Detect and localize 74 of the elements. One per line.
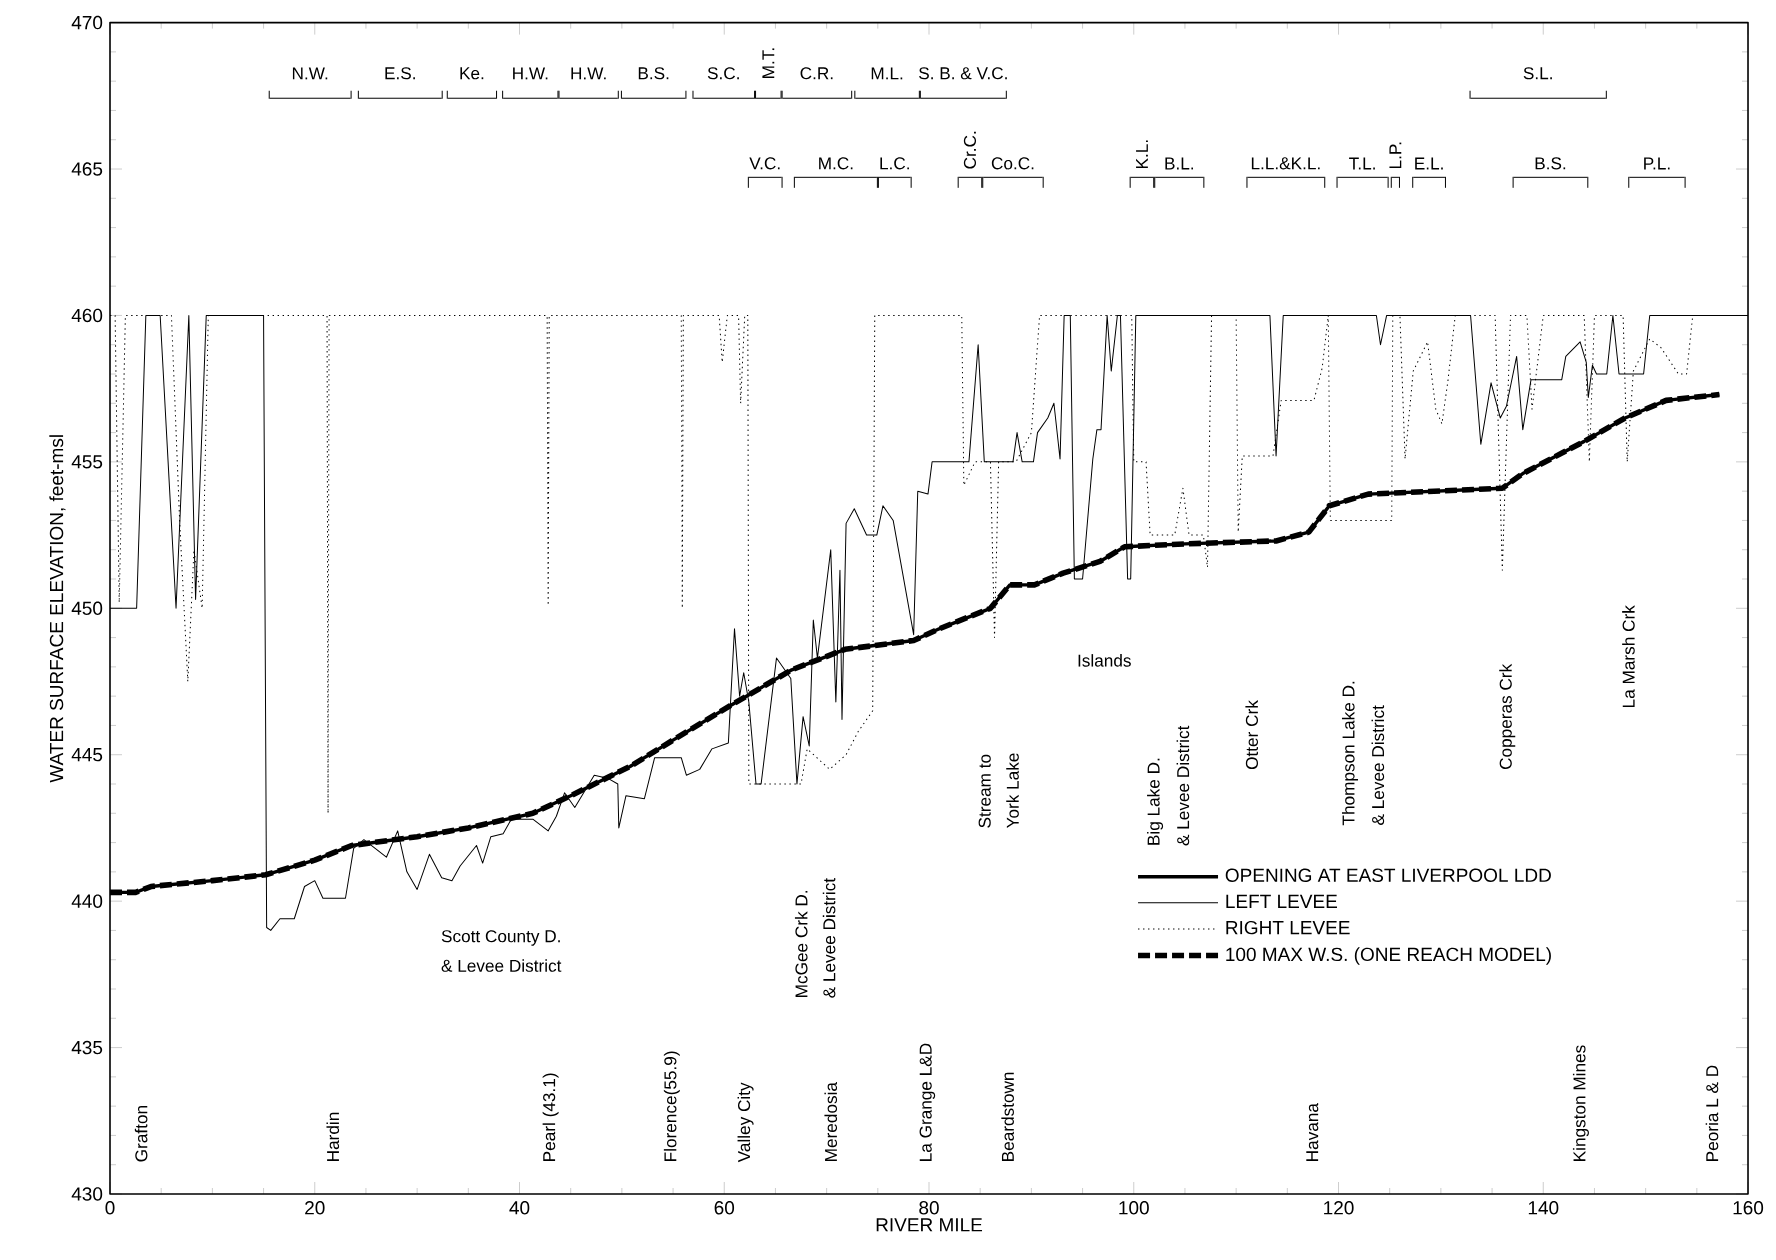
annotation: E.S. bbox=[385, 67, 415, 80]
annotation: M.C. bbox=[819, 157, 853, 170]
y-tick-label: 465 bbox=[71, 162, 103, 176]
annotation: Big Lake D. bbox=[1147, 758, 1164, 845]
annotation: Florence(55.9) bbox=[663, 1051, 680, 1161]
annotation: Meredosia bbox=[824, 1082, 838, 1161]
annotation: Kingston Mines bbox=[1572, 1045, 1589, 1161]
x-tick-label: 100 bbox=[1119, 1201, 1149, 1215]
annotation: Grafton bbox=[134, 1106, 148, 1162]
y-tick-label: 435 bbox=[71, 1040, 103, 1055]
x-tick-label: 20 bbox=[305, 1201, 325, 1215]
annotation: N.W. bbox=[292, 67, 328, 80]
annotation: K.L. bbox=[1136, 140, 1148, 168]
annotation: T.L. bbox=[1349, 157, 1375, 170]
y-tick-label: 430 bbox=[71, 1187, 103, 1201]
x-tick-label: 40 bbox=[509, 1201, 530, 1215]
annotation: L.P. bbox=[1389, 142, 1402, 168]
annotation: S.L. bbox=[1523, 67, 1552, 80]
y-tick-label: 460 bbox=[71, 308, 103, 323]
annotation: Islands bbox=[1078, 654, 1131, 667]
annotation: La Marsh Crk bbox=[1622, 605, 1635, 707]
annotation: C.R. bbox=[800, 67, 833, 80]
annotation: La Grange L&D bbox=[919, 1043, 936, 1161]
annotation: B.L. bbox=[1165, 157, 1194, 170]
annotation: & Levee District bbox=[1371, 705, 1385, 825]
annotation: Cr.C. bbox=[963, 131, 977, 169]
annotation: L.L.&K.L. bbox=[1251, 157, 1320, 170]
y-tick-label: 470 bbox=[71, 15, 103, 30]
annotation: P.L. bbox=[1644, 157, 1670, 170]
x-tick-label: 160 bbox=[1733, 1201, 1764, 1215]
annotation: Pearl (43.1) bbox=[542, 1073, 559, 1161]
y-tick-label: 455 bbox=[71, 455, 103, 469]
annotation: B.S. bbox=[638, 67, 669, 80]
annotation: & Levee District bbox=[822, 878, 836, 998]
annotation: & Levee District bbox=[1176, 725, 1190, 846]
annotation: Hardin bbox=[326, 1112, 340, 1161]
annotation: Beardstown bbox=[1001, 1072, 1014, 1161]
annotation: Scott County D. bbox=[441, 930, 560, 946]
legend-label: OPENING AT EAST LIVERPOOL LDD bbox=[1225, 868, 1551, 882]
annotation: Copperas Crk bbox=[1499, 663, 1516, 770]
annotation: Stream to bbox=[978, 754, 991, 828]
x-tick-label: 0 bbox=[105, 1201, 115, 1215]
legend-label: 100 MAX W.S. (ONE REACH MODEL) bbox=[1226, 947, 1551, 965]
y-axis-title: WATER SURFACE ELEVATION, feet-msl bbox=[49, 435, 66, 783]
y-tick-label: 450 bbox=[71, 601, 103, 616]
x-tick-label: 80 bbox=[919, 1201, 939, 1215]
annotation: M.T. bbox=[762, 48, 775, 78]
x-tick-label: 140 bbox=[1528, 1201, 1559, 1215]
annotation: York Lake bbox=[1006, 753, 1019, 829]
annotation: Ke. bbox=[460, 67, 484, 80]
annotation: H.W. bbox=[571, 67, 606, 80]
annotation: S.C. bbox=[707, 67, 739, 80]
annotation: M.L. bbox=[871, 67, 903, 80]
annotation: H.W. bbox=[513, 67, 548, 80]
x-tick-label: 120 bbox=[1324, 1201, 1354, 1215]
annotation: S. B. & V.C. bbox=[919, 67, 1007, 80]
annotation: B.S. bbox=[1535, 157, 1566, 170]
annotation: L.C. bbox=[880, 157, 909, 170]
y-tick-label: 445 bbox=[71, 748, 103, 762]
annotation: Co.C. bbox=[991, 157, 1034, 170]
x-axis-title: RIVER MILE bbox=[876, 1218, 983, 1232]
legend-label: RIGHT LEVEE bbox=[1226, 920, 1350, 935]
annotation: Havana bbox=[1306, 1103, 1319, 1161]
annotation: McGee Crk D. bbox=[794, 890, 808, 997]
annotation: Valley City bbox=[737, 1082, 754, 1163]
legend-label: LEFT LEVEE bbox=[1226, 894, 1337, 908]
annotation: & Levee District bbox=[441, 959, 562, 972]
annotation: Thompson Lake D. bbox=[1341, 681, 1359, 826]
y-tick-label: 440 bbox=[71, 894, 103, 908]
annotation: Peoria L & D bbox=[1705, 1065, 1719, 1161]
annotation: Otter Crk bbox=[1245, 700, 1259, 770]
annotation: V.C. bbox=[749, 157, 780, 170]
annotation: E.L. bbox=[1415, 157, 1443, 170]
x-tick-label: 60 bbox=[714, 1201, 735, 1215]
